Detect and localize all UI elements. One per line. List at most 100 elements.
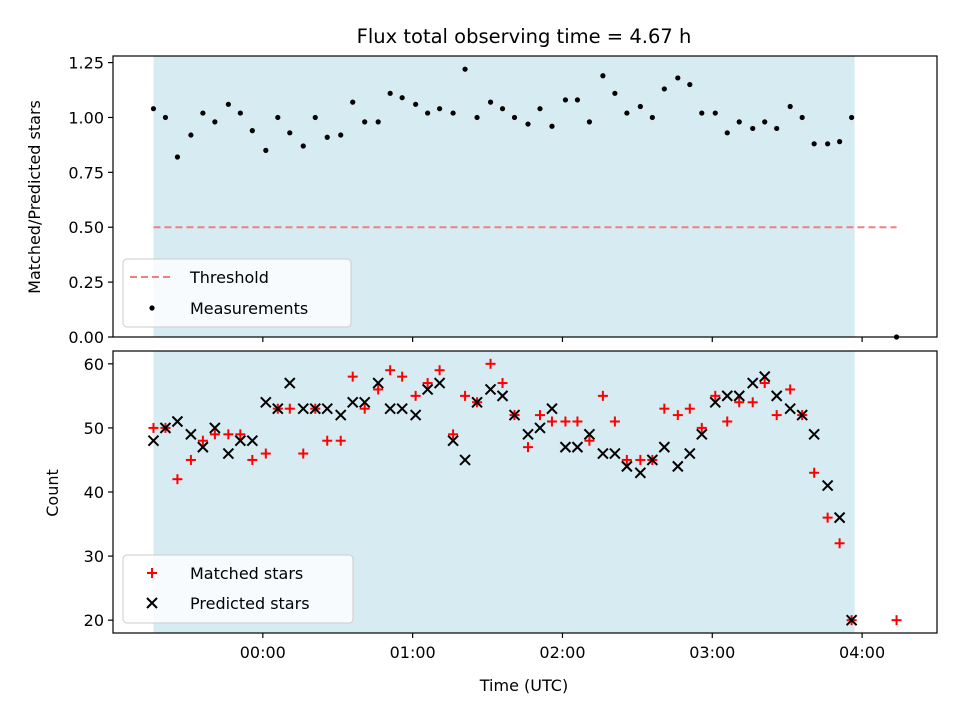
measurement-point: [324, 134, 330, 140]
matched-star-point: [497, 378, 508, 389]
measurement-point: [487, 99, 494, 105]
measurement-point: [724, 130, 730, 136]
matched-star-point: [460, 390, 471, 401]
measurement-point: [586, 119, 593, 125]
measurement-point: [338, 132, 344, 138]
y-tick-label: 20: [84, 611, 104, 630]
measurement-point: [362, 119, 368, 125]
predicted-star-point: [358, 396, 371, 408]
measurement-point: [811, 141, 817, 147]
predicted-star-point: [272, 402, 284, 415]
matched-star-point: [422, 378, 433, 389]
bottom-legend: Matched stars Predicted stars: [122, 554, 354, 624]
x-tick-label: 04:00: [839, 643, 885, 662]
legend-measurements-swatch: [149, 305, 155, 311]
measurement-point: [350, 99, 356, 105]
legend-matched-label: Matched stars: [190, 564, 303, 583]
predicted-star-point: [396, 402, 408, 415]
measurement-point: [387, 90, 393, 96]
matched-star-point: [448, 429, 459, 440]
bottom-y-axis-ticks: 20 30 40 50 60: [84, 355, 113, 630]
predicted-star-point: [845, 614, 858, 626]
measurement-point: [661, 86, 667, 92]
predicted-star-point: [297, 402, 309, 415]
bottom-x-axis-label: Time (UTC): [479, 676, 568, 695]
predicted-star-point: [833, 511, 846, 524]
measurement-point: [275, 114, 281, 121]
predicted-star-point: [459, 454, 471, 466]
matched-star-point: [322, 435, 333, 446]
predicted-star-point: [421, 383, 434, 396]
measurement-point: [237, 110, 243, 116]
matched-star-point: [722, 416, 733, 427]
matched-star-point: [172, 474, 183, 485]
y-tick-label: 0.00: [68, 328, 104, 347]
measurement-point: [699, 110, 705, 116]
matched-star-point: [485, 358, 496, 369]
y-tick-label: 1.25: [68, 54, 104, 73]
predicted-star-point: [197, 441, 209, 453]
legend-measurements-label: Measurements: [190, 299, 308, 318]
predicted-star-point: [209, 422, 221, 434]
y-tick-label: 0.25: [68, 273, 104, 292]
matched-star-point: [197, 435, 208, 446]
predicted-star-point: [696, 428, 708, 441]
predicted-star-point: [747, 377, 759, 389]
matched-star-point: [672, 410, 683, 421]
top-plot-frame: [112, 55, 938, 338]
legend-predicted-label: Predicted stars: [190, 594, 310, 613]
matched-star-point: [621, 454, 632, 465]
matched-star-point: [635, 454, 646, 465]
predicted-star-point: [484, 383, 497, 396]
measurement-point: [562, 97, 569, 103]
legend-matched-swatch: [147, 568, 157, 578]
predicted-star-point: [634, 467, 647, 479]
predicted-star-point: [821, 479, 834, 492]
matched-star-point: [373, 384, 384, 395]
predicted-star-point: [759, 370, 771, 383]
matched-star-point: [696, 422, 707, 433]
legend-predicted-swatch: [146, 597, 158, 609]
matched-star-point: [410, 390, 421, 401]
x-tick-label: 00:00: [240, 643, 286, 662]
top-legend-box: [122, 258, 352, 328]
matched-star-point: [434, 365, 445, 376]
matched-star-point: [785, 384, 796, 395]
matched-star-point: [809, 467, 820, 478]
matched-star-point: [659, 403, 670, 414]
measurement-point: [762, 119, 768, 125]
measurement-point: [425, 110, 431, 116]
bottom-x-axis-ticks: 00:00 01:00 02:00 03:00 04:00: [240, 633, 885, 662]
y-tick-label: 1.00: [68, 108, 104, 127]
matched-star-point: [584, 435, 595, 446]
measurement-point: [225, 101, 231, 107]
predicted-star-point: [522, 428, 534, 441]
matched-star-point: [891, 615, 902, 626]
measurement-point: [675, 75, 681, 81]
top-legend: Threshold Measurements: [122, 258, 352, 328]
predicted-star-point: [583, 428, 596, 441]
predicted-star-point: [471, 396, 483, 408]
measurement-point: [162, 114, 169, 121]
predicted-star-point: [260, 396, 272, 408]
measurement-point: [736, 119, 742, 125]
y-tick-label: 30: [84, 547, 104, 566]
matched-star-point: [834, 538, 845, 549]
matched-star-point: [822, 512, 833, 523]
measurement-point: [637, 103, 643, 110]
predicted-star-point: [508, 409, 521, 421]
predicted-star-point: [658, 441, 671, 453]
predicted-star-point: [770, 390, 783, 402]
measurement-point: [312, 114, 318, 121]
measurement-point: [212, 119, 218, 125]
y-tick-label: 50: [84, 419, 104, 438]
measurement-point: [499, 106, 506, 112]
top-y-axis-label: Matched/Predicted stars: [25, 100, 44, 294]
x-tick-label: 02:00: [539, 643, 585, 662]
matched-star-point: [347, 371, 358, 382]
measurement-point: [188, 132, 194, 138]
predicted-star-point: [546, 402, 558, 415]
predicted-star-point: [784, 402, 796, 415]
measurement-point: [437, 106, 443, 112]
predicted-star-point: [534, 422, 546, 434]
